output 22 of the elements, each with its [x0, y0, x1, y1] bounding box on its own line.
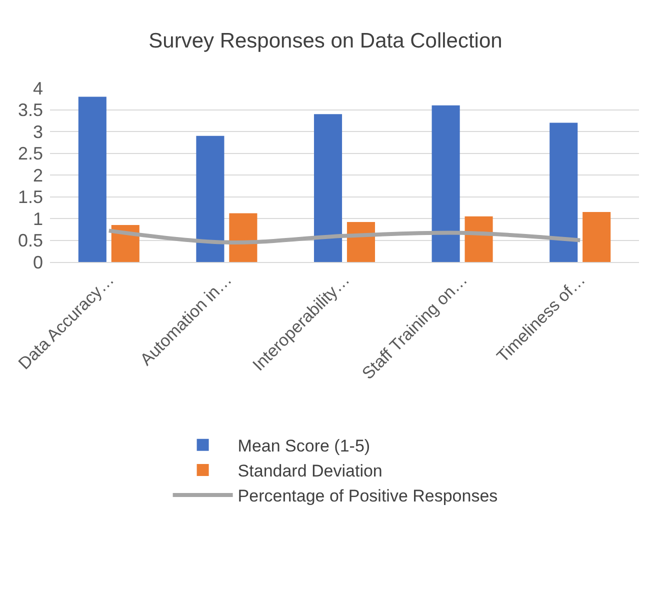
bar [432, 105, 460, 262]
y-tick-label: 0.5 [18, 230, 43, 251]
legend-label: Standard Deviation [238, 462, 382, 481]
bar [196, 136, 224, 262]
line-series [106, 228, 582, 244]
y-tick-label: 1.5 [18, 187, 43, 208]
bar [314, 114, 342, 262]
bar [582, 212, 611, 262]
y-tick-label: 2 [32, 165, 43, 186]
y-tick-label: 4 [32, 78, 43, 98]
bar [550, 122, 578, 262]
bar [78, 96, 106, 262]
bar [229, 213, 258, 262]
y-tick-label: 3 [32, 122, 43, 142]
legend-label: Percentage of Positive Responses [238, 486, 498, 506]
y-tick-label: 1 [32, 208, 43, 229]
chart-title: Survey Responses on Data Collection [148, 29, 502, 52]
y-tick-label: 2.5 [18, 144, 43, 164]
legend-label: Mean Score (1-5) [238, 436, 370, 456]
bar [464, 216, 493, 262]
y-tick-label: 3.5 [18, 100, 43, 120]
y-tick-label: 0 [32, 252, 43, 272]
